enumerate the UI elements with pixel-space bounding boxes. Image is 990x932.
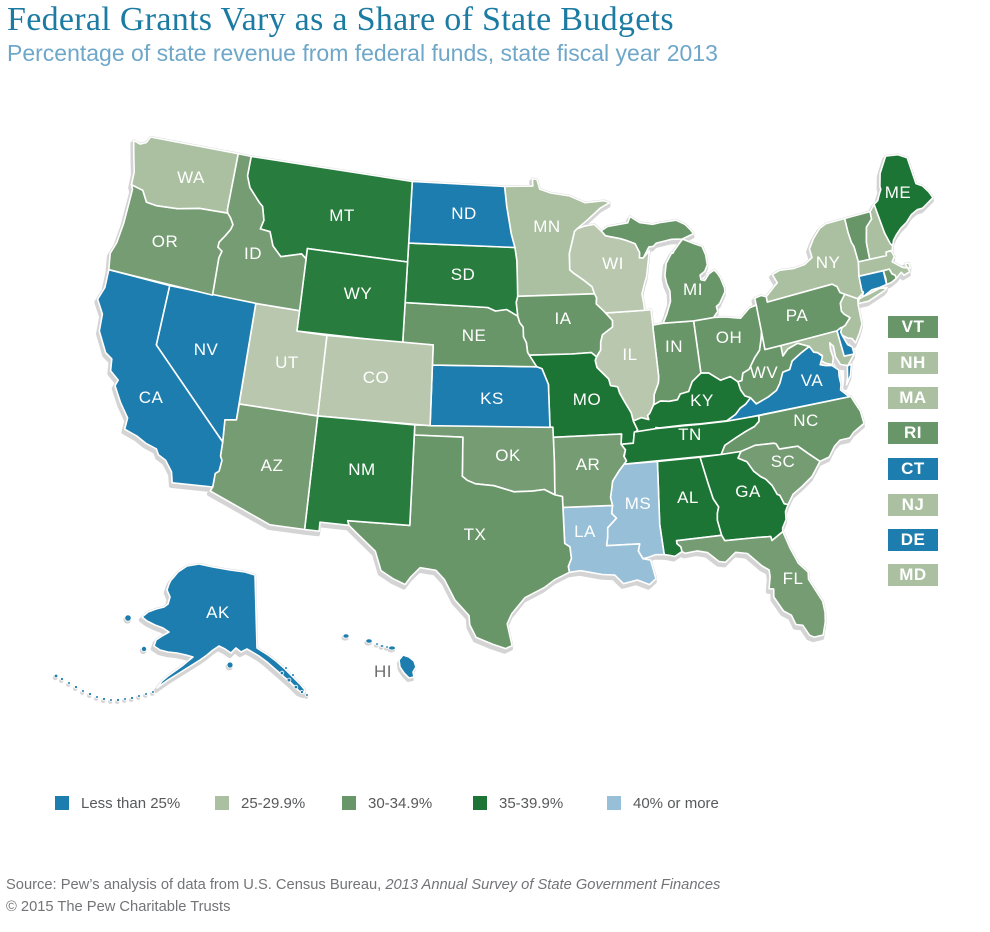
svg-text:AR: AR [576,455,601,474]
svg-text:SC: SC [771,452,796,471]
svg-text:NY: NY [816,253,841,272]
svg-text:HI: HI [374,662,392,681]
svg-text:PA: PA [786,306,809,325]
svg-text:WV: WV [750,363,779,382]
svg-text:GA: GA [735,482,761,501]
svg-text:CO: CO [363,368,390,387]
svg-text:NE: NE [462,326,487,345]
svg-text:SD: SD [451,265,476,284]
svg-text:WA: WA [177,168,205,187]
svg-text:FL: FL [783,569,804,588]
svg-text:IL: IL [622,345,637,364]
svg-text:KY: KY [690,391,714,410]
svg-text:MO: MO [573,390,601,409]
svg-text:AK: AK [206,603,230,622]
svg-text:OK: OK [495,446,521,465]
svg-text:OH: OH [716,328,743,347]
svg-text:KS: KS [480,389,504,408]
svg-text:TX: TX [464,525,487,544]
svg-text:WI: WI [602,254,624,273]
svg-text:NC: NC [793,411,819,430]
svg-text:VA: VA [801,371,824,390]
svg-text:AZ: AZ [261,456,284,475]
svg-text:WY: WY [344,284,372,303]
svg-text:AL: AL [677,488,699,507]
svg-text:CA: CA [139,388,164,407]
svg-text:MN: MN [533,217,560,236]
svg-text:OR: OR [152,232,179,251]
svg-text:UT: UT [275,353,299,372]
svg-text:ME: ME [885,183,912,202]
svg-text:MT: MT [329,206,355,225]
svg-text:ND: ND [451,204,477,223]
svg-text:MI: MI [683,280,703,299]
svg-text:NV: NV [194,340,219,359]
svg-text:NM: NM [348,460,375,479]
svg-text:IA: IA [554,309,571,328]
svg-text:IN: IN [665,337,683,356]
svg-text:ID: ID [244,244,262,263]
svg-text:TN: TN [678,425,702,444]
svg-text:LA: LA [574,522,596,541]
svg-text:MS: MS [625,494,652,513]
